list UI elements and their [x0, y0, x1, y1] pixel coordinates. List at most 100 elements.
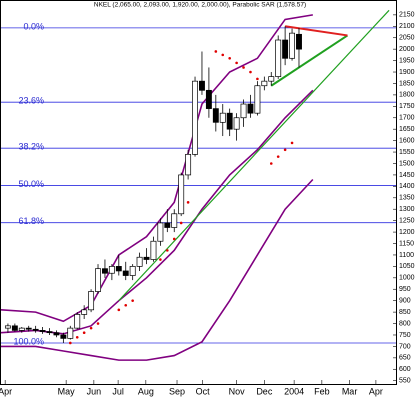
fib-label: 38.2% — [18, 142, 44, 152]
sar-dot — [124, 303, 128, 307]
x-tick-label: Apr — [369, 386, 383, 396]
sar-dot — [82, 331, 86, 334]
x-tick-label: May — [58, 386, 76, 396]
candle-body — [219, 112, 226, 123]
candle-body — [101, 268, 108, 274]
candle-body — [108, 266, 115, 274]
y-tick-label: 2100 — [399, 23, 415, 30]
y-tick-label: 1200 — [399, 229, 415, 236]
fib-label: 23.6% — [18, 96, 44, 106]
y-tick-label: 1650 — [399, 126, 415, 133]
x-tick-label: Apr — [0, 386, 12, 396]
candle-body — [53, 332, 60, 336]
y-tick-label: 1000 — [399, 275, 415, 282]
candle-body — [247, 103, 254, 114]
y-tick-label: 550 — [399, 378, 411, 385]
fib-label: 100.0% — [13, 336, 44, 346]
trendline — [284, 25, 348, 37]
y-tick-label: 1300 — [399, 206, 415, 213]
candle-body — [157, 222, 164, 242]
sar-dot — [159, 258, 162, 261]
y-tick-label: 1550 — [399, 149, 415, 156]
sar-dot — [96, 322, 100, 325]
candle-body — [289, 32, 296, 59]
candle-body — [185, 153, 192, 176]
candle-body — [233, 117, 240, 130]
y-tick-label: 1900 — [399, 69, 415, 76]
y-tick-label: 1800 — [399, 92, 415, 99]
sar-dot — [290, 141, 294, 145]
x-tick-label: Mar — [342, 386, 358, 396]
y-tick-label: 900 — [399, 298, 411, 305]
plot-frame — [0, 0, 397, 385]
y-tick-label: 2000 — [399, 46, 415, 53]
y-tick-label: 1700 — [399, 115, 415, 122]
y-tick-label: 1950 — [399, 57, 415, 64]
candle-body — [150, 240, 157, 260]
y-tick-label: 700 — [399, 343, 411, 350]
candle-body — [46, 331, 53, 334]
trendline — [118, 9, 390, 302]
candle-body — [192, 80, 198, 155]
y-tick-label: 1150 — [399, 240, 414, 247]
candle-body — [296, 33, 302, 50]
y-tick-label: 850 — [399, 309, 411, 316]
fib-label: 61.8% — [18, 216, 44, 226]
y-tick-label: 600 — [399, 366, 411, 373]
sar-dot — [221, 53, 225, 57]
x-tick-label: Aug — [138, 386, 154, 396]
candle-body — [240, 103, 247, 119]
candle-body — [199, 80, 205, 91]
y-tick-label: 950 — [399, 286, 411, 293]
sar-dot — [249, 70, 252, 74]
x-tick-label: Jul — [112, 386, 124, 396]
x-tick-label: Sep — [169, 386, 185, 396]
candle-body — [226, 112, 233, 130]
y-tick-label: 1050 — [399, 263, 415, 270]
candle-body — [282, 39, 289, 59]
y-tick-label: 1400 — [399, 183, 415, 190]
sar-dot — [235, 61, 238, 65]
x-tick-label: Oct — [196, 386, 211, 396]
candle-body — [164, 222, 171, 228]
candle-body — [74, 314, 81, 329]
candle-body — [178, 174, 185, 215]
candle-body — [205, 89, 212, 109]
x-tick-label: Dec — [256, 386, 273, 396]
y-tick-label: 1100 — [399, 252, 414, 259]
candle-body — [261, 80, 268, 87]
sar-dot — [256, 77, 259, 81]
candle-body — [254, 85, 261, 114]
candle-body — [122, 270, 129, 276]
sar-dot — [214, 50, 218, 53]
sar-dot — [276, 155, 280, 158]
candle-body — [25, 327, 32, 330]
y-tick-label: 1600 — [399, 137, 415, 144]
fib-label: 50.0% — [18, 179, 44, 189]
candle-body — [268, 76, 275, 82]
y-tick-label: 2150 — [399, 12, 415, 19]
y-tick-label: 800 — [399, 320, 411, 327]
candle-body — [275, 39, 282, 77]
candle-body — [32, 328, 39, 331]
candle-body — [4, 325, 11, 329]
candle-body — [171, 213, 178, 228]
candle-body — [11, 325, 18, 331]
candle-body — [129, 266, 136, 276]
sar-dot — [166, 249, 169, 252]
candle-body — [136, 256, 143, 267]
candle-body — [18, 327, 25, 331]
sar-dot — [131, 299, 134, 302]
sar-dot — [283, 148, 287, 152]
candle-body — [88, 291, 95, 311]
y-tick-label: 1750 — [399, 103, 415, 110]
x-tick-label: Jun — [87, 386, 102, 396]
y-tick-label: 1250 — [399, 217, 415, 224]
sar-dot — [172, 237, 176, 241]
candle-body — [67, 327, 74, 339]
fib-label: 0.0% — [23, 21, 44, 31]
sar-dot — [242, 66, 245, 69]
sar-dot — [68, 341, 72, 345]
candle-body — [95, 268, 101, 292]
